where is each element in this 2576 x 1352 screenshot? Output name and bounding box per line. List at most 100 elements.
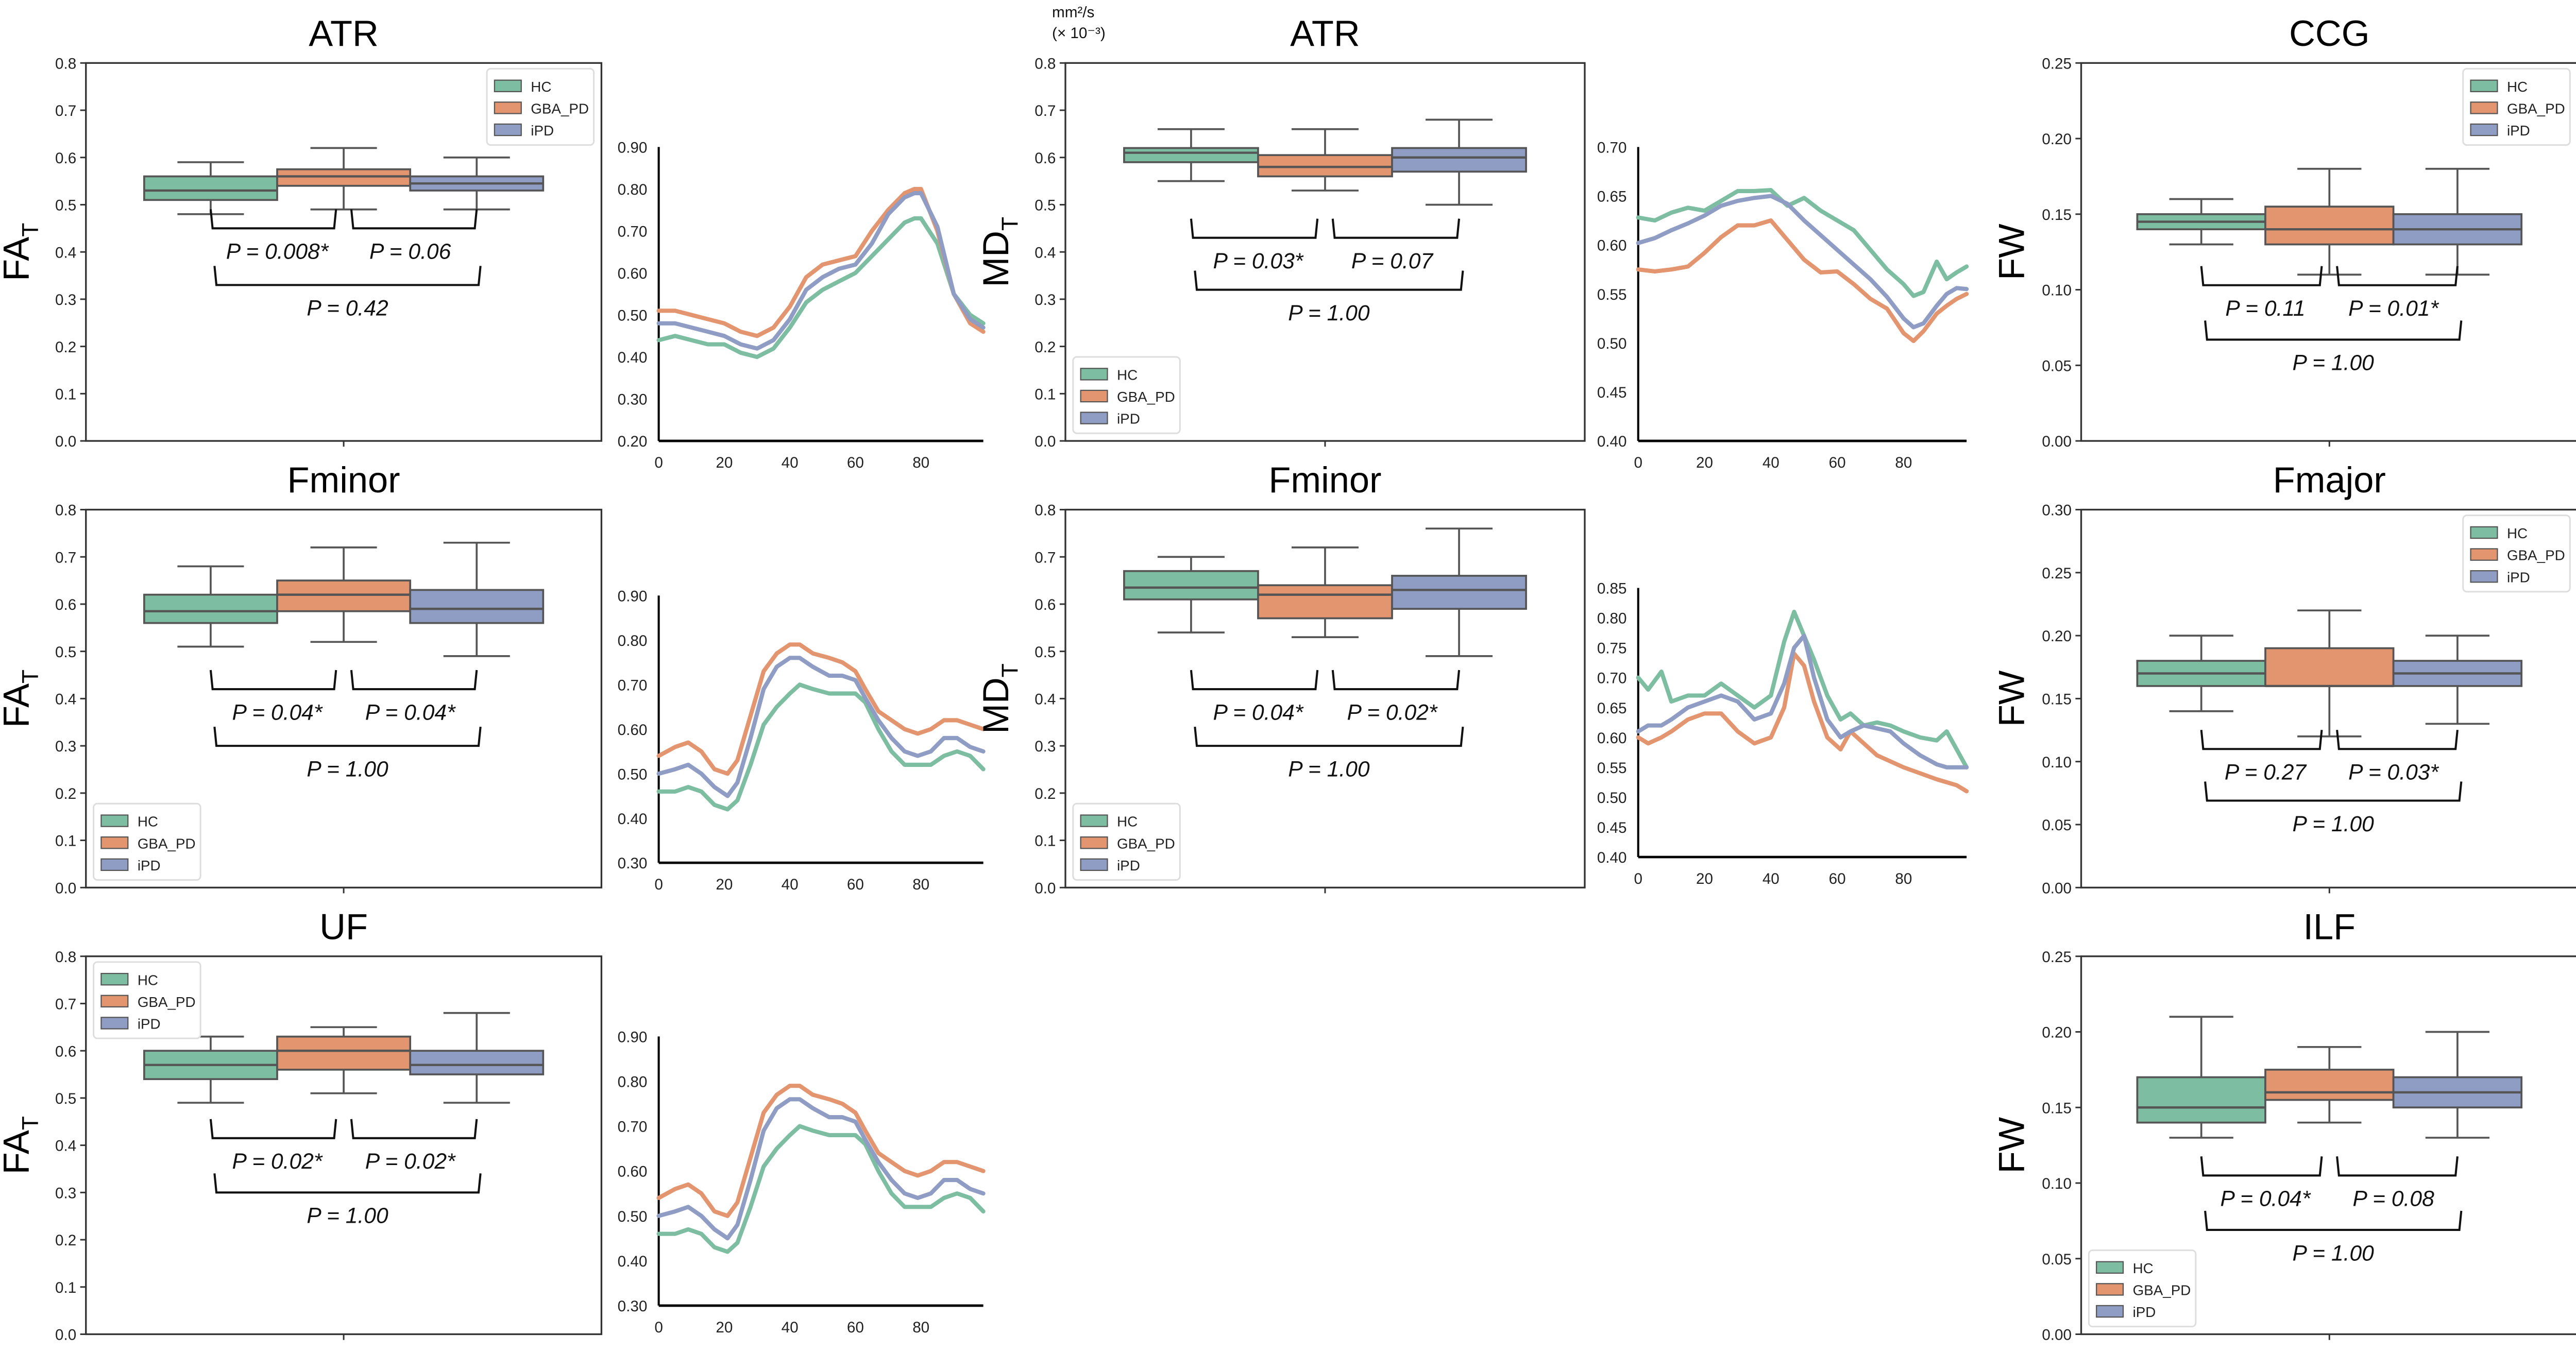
panel-md-fminor: Fminor MDT 0.0 0.1 0.2 0.3 0.4 0.5 0.6 0.7 0.8 P = … <box>975 459 1969 897</box>
pvalue-hc-vs-ipd: P = 1.00 <box>307 757 388 781</box>
y-tick-label: 0.7 <box>1035 102 1056 119</box>
legend-swatch-HC <box>100 814 129 827</box>
y-tick-label: 0.3 <box>1035 738 1056 755</box>
legend-swatch-GBA_PD <box>1080 836 1108 849</box>
box-iPD <box>2392 635 2523 725</box>
box-GBA_PD <box>2264 609 2395 738</box>
profile-x-tick-label: 20 <box>716 876 733 893</box>
box-iPD <box>2392 167 2523 276</box>
legend-label: iPD <box>138 858 161 874</box>
legend-label: HC <box>1117 814 1138 830</box>
y-tick-label: 0.1 <box>55 386 76 403</box>
legend-swatch-HC <box>1080 814 1108 827</box>
profile-y-tick-label: 0.70 <box>618 1119 648 1136</box>
profile-x-tick-label: 20 <box>1696 870 1713 887</box>
profile-plot: 0.20 0.30 0.40 0.50 0.60 0.70 0.80 0.90 0 20 40 60 8… <box>618 139 986 471</box>
profile-line-HC <box>1636 188 1969 298</box>
profile-x-tick-label: 40 <box>782 876 799 893</box>
y-axis-label-main: MD <box>975 231 1016 287</box>
y-tick-label: 0.2 <box>55 339 76 356</box>
y-tick-label: 0.4 <box>1035 691 1056 708</box>
bracket-gba-vs-ipd <box>350 670 478 691</box>
profile-y-tick-label: 0.50 <box>618 1208 648 1225</box>
bracket-gba-vs-ipd <box>1331 670 1461 691</box>
y-tick-label: 0.8 <box>1035 55 1056 72</box>
box-GBA_PD <box>1257 546 1393 639</box>
y-tick-label: 0.15 <box>2042 1100 2072 1117</box>
pvalue-gba-vs-ipd: P = 0.02* <box>1347 700 1438 725</box>
y-tick-label: 0.7 <box>1035 549 1056 566</box>
box-iqr <box>409 589 545 624</box>
profile-line-iPD <box>656 1097 986 1241</box>
bracket-hc-vs-ipd <box>1194 726 1464 747</box>
box-iPD <box>2392 1031 2523 1139</box>
y-tick-label: 0.2 <box>55 1232 76 1249</box>
box-iqr <box>276 168 412 187</box>
legend-swatch-iPD <box>2470 570 2498 583</box>
box-iPD <box>1391 527 1527 657</box>
y-tick-label: 0.25 <box>2042 565 2072 582</box>
y-tick-label: 0.20 <box>2042 628 2072 645</box>
profile-y-tick-label: 0.80 <box>1597 610 1627 627</box>
legend-label: GBA_PD <box>138 835 196 851</box>
profile-x-tick-label: 20 <box>716 1319 733 1336</box>
box-iqr <box>143 593 278 624</box>
y-tick-label: 0.3 <box>1035 292 1056 309</box>
y-tick-label: 0.1 <box>1035 833 1056 850</box>
bracket-gba-vs-ipd <box>350 209 478 230</box>
y-tick-label: 0.15 <box>2042 691 2072 708</box>
y-axis-label-main: MD <box>975 677 1016 734</box>
box-GBA_PD <box>276 546 412 643</box>
profile-y-tick-label: 0.80 <box>618 181 648 198</box>
legend-swatch-HC <box>100 972 129 986</box>
profile-x-tick-label: 80 <box>912 876 929 893</box>
y-tick-label: 0.25 <box>2042 949 2072 966</box>
y-tick-label: 0.7 <box>55 102 76 119</box>
bracket-hc-vs-gba <box>209 670 337 691</box>
profile-y-tick-label: 0.30 <box>618 391 648 408</box>
profile-y-tick-label: 0.70 <box>618 224 648 241</box>
y-axis-label-subscript: T <box>18 1116 43 1130</box>
legend: HC GBA_PD iPD <box>486 67 595 146</box>
panel-fw-ccg: CCG FW 0.00 0.05 0.10 0.15 0.20 0.25 P = 0.11 P =… <box>1991 13 2576 450</box>
legend-label: HC <box>2507 79 2528 95</box>
profile-y-tick-label: 0.40 <box>618 1253 648 1270</box>
legend-label: HC <box>531 79 551 95</box>
legend-label: GBA_PD <box>2133 1282 2191 1298</box>
profile-y-tick-label: 0.80 <box>618 632 648 649</box>
profile-x-tick-label: 40 <box>782 454 799 471</box>
y-tick-label: 0.6 <box>1035 150 1056 167</box>
y-tick-label: 0.20 <box>2042 1024 2072 1041</box>
panel-fa-atr: ATR FAT 0.0 0.1 0.2 0.3 0.4 0.5 0.6 0.7 0.8 P = 0.0… <box>0 13 986 471</box>
pvalue-gba-vs-ipd: P = 0.02* <box>365 1149 456 1174</box>
y-tick-label: 0.00 <box>2042 433 2072 450</box>
legend-swatch-HC <box>494 79 522 92</box>
y-tick-label: 0.0 <box>1035 433 1056 450</box>
legend-swatch-HC <box>2470 526 2498 539</box>
y-tick-label: 0.5 <box>1035 644 1056 661</box>
pvalue-hc-vs-ipd: P = 0.42 <box>307 296 388 321</box>
profile-y-tick-label: 0.65 <box>1597 700 1627 717</box>
legend-swatch-iPD <box>1080 412 1108 424</box>
bracket-gba-vs-ipd <box>2336 1156 2459 1177</box>
pvalue-hc-vs-ipd: P = 1.00 <box>2293 812 2375 836</box>
pvalue-hc-vs-gba: P = 0.11 <box>2225 296 2305 321</box>
profile-line-HC <box>656 1124 986 1254</box>
y-tick-label: 0.6 <box>55 150 76 167</box>
profile-line-iPD <box>1636 634 1969 769</box>
panel-title: Fminor <box>287 459 400 500</box>
y-tick-label: 0.2 <box>1035 339 1056 356</box>
legend-label: iPD <box>2133 1304 2156 1320</box>
profile-x-tick-label: 60 <box>847 454 864 471</box>
pvalue-hc-vs-ipd: P = 1.00 <box>2293 1241 2375 1265</box>
y-tick-label: 0.5 <box>55 197 76 214</box>
box-HC <box>1123 128 1259 182</box>
legend-swatch-iPD <box>2096 1305 2124 1318</box>
legend-swatch-iPD <box>100 858 129 871</box>
box-GBA_PD <box>2264 1046 2395 1124</box>
y-tick-label: 0.30 <box>2042 502 2072 519</box>
pvalue-gba-vs-ipd: P = 0.03* <box>2348 760 2439 785</box>
box-HC <box>2136 635 2266 712</box>
legend-swatch-GBA_PD <box>2470 548 2498 561</box>
profile-y-tick-label: 0.90 <box>618 139 648 156</box>
